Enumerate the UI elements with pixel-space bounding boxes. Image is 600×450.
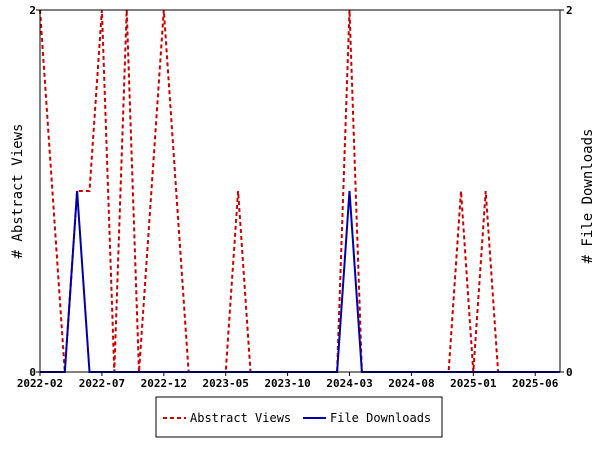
y-left-tick-label: 2 [29, 4, 36, 17]
legend-label-file-downloads: File Downloads [330, 411, 431, 425]
y-left-axis-title: # Abstract Views [10, 124, 26, 259]
x-tick-label: 2022-02 [17, 377, 63, 390]
x-tick-label: 2025-01 [450, 377, 497, 390]
x-tick-label: 2024-03 [326, 377, 372, 390]
series-line-abstract-views [39, 9, 560, 373]
y-right-axis-title: # File Downloads [580, 129, 596, 264]
x-tick-label: 2025-06 [512, 377, 559, 390]
legend-box [155, 396, 443, 438]
y-left-tick-label: 0 [29, 366, 36, 379]
x-tick-label: 2022-07 [79, 377, 125, 390]
legend-label-abstract-views: Abstract Views [190, 411, 291, 425]
plot-frame [39, 9, 561, 373]
x-tick-label: 2023-05 [203, 377, 249, 390]
y-right-tick-label: 2 [566, 4, 573, 17]
x-tick-label: 2024-08 [388, 377, 434, 390]
x-tick-label: 2022-12 [141, 377, 187, 390]
x-tick-label: 2023-10 [264, 377, 310, 390]
y-right-tick-label: 0 [566, 366, 573, 379]
